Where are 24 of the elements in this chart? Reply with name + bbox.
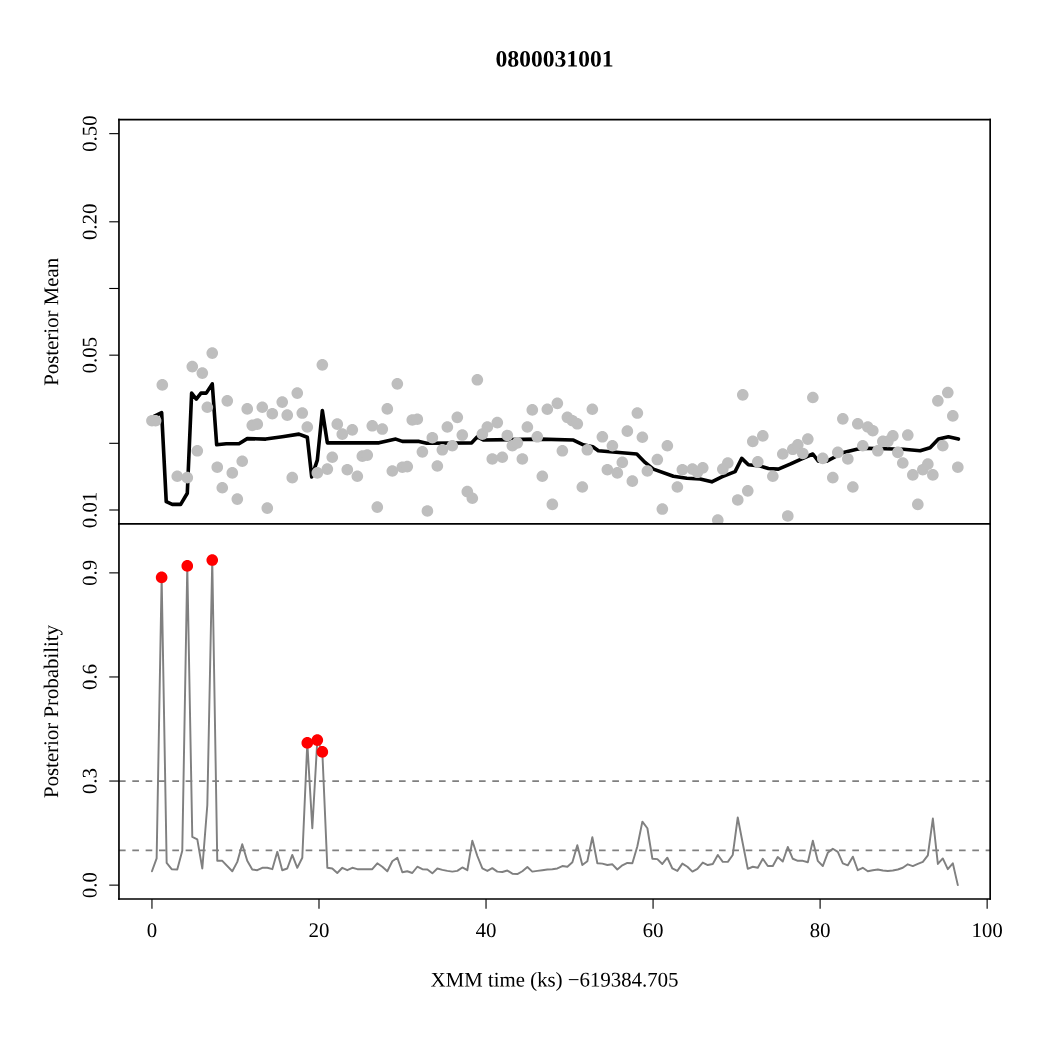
y-tick-label: 0.9 bbox=[82, 560, 97, 586]
point bbox=[301, 737, 314, 749]
point bbox=[311, 734, 324, 746]
point bbox=[155, 571, 168, 584]
point bbox=[206, 554, 219, 566]
y-tick-label: 0.50 bbox=[82, 116, 97, 152]
y-tick-label: 0.3 bbox=[82, 768, 97, 794]
x-tick-label: 20 bbox=[309, 923, 329, 938]
x-tick-label: 40 bbox=[476, 923, 496, 938]
y-tick-label: 0.20 bbox=[82, 204, 97, 240]
x-tick-label: 60 bbox=[643, 923, 663, 938]
y-tick-label: 0.0 bbox=[82, 872, 97, 898]
y-tick-label: 0.6 bbox=[82, 664, 97, 690]
x-axis-title: XMM time (ks) −619384.705 bbox=[431, 972, 678, 991]
y-axis-title: Posterior Probability bbox=[43, 625, 63, 798]
point bbox=[181, 560, 194, 572]
x-tick-label: 0 bbox=[147, 923, 157, 938]
x-tick-label: 80 bbox=[810, 923, 830, 938]
point bbox=[316, 746, 329, 758]
x-tick-label: 100 bbox=[973, 923, 1002, 938]
y-tick-label: 0.01 bbox=[82, 493, 97, 528]
y-tick-label: 0.05 bbox=[82, 337, 97, 373]
chart-title: 0800031001 bbox=[496, 50, 613, 67]
y-axis-title: Posterior Mean bbox=[44, 258, 59, 386]
